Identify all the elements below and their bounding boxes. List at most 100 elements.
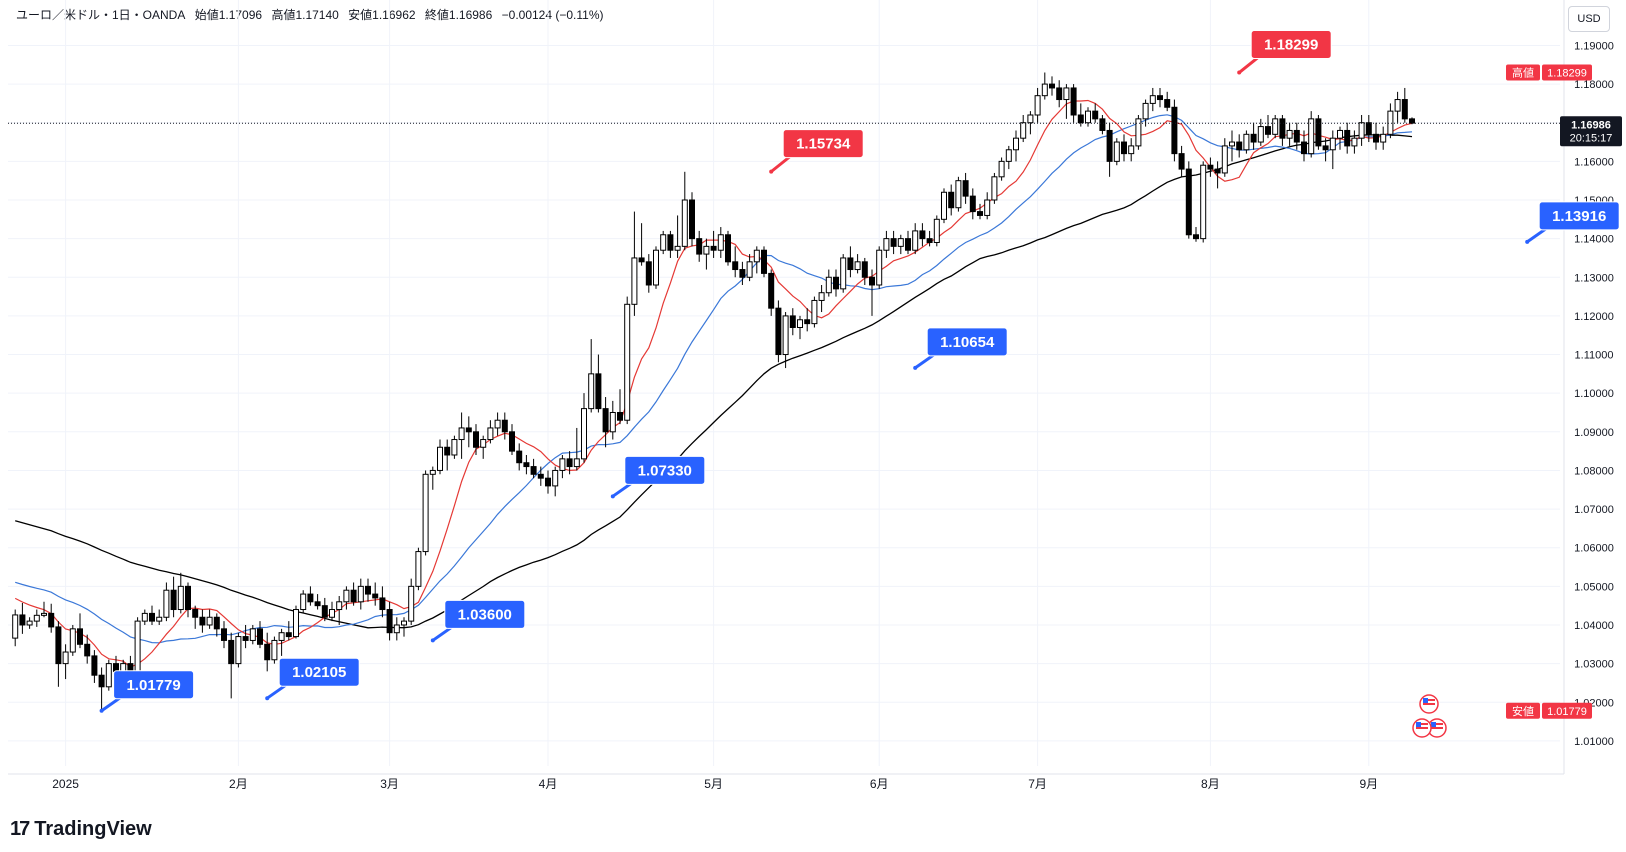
candle-body: [609, 411, 616, 433]
candle-body: [120, 663, 127, 672]
candle-body: [739, 269, 746, 278]
candle-body: [33, 614, 40, 622]
x-tick-label: 7月: [1028, 777, 1047, 791]
annotation-dot: [265, 696, 270, 701]
annotation-callout: [278, 657, 360, 687]
candle-body: [177, 585, 184, 611]
candle-body: [1171, 106, 1178, 155]
low-tag-value: 1.01779: [1547, 706, 1587, 718]
ohlc-close: 終値1.16986: [424, 8, 493, 22]
candle-body: [278, 632, 285, 641]
candle-body: [1034, 95, 1041, 116]
candle-body: [293, 609, 299, 638]
candle-body: [41, 612, 47, 616]
candle-body: [1020, 122, 1027, 139]
candle-body: [249, 628, 256, 641]
annotation-value: 1.03600: [458, 606, 512, 623]
symbol-header: ユーロ／米ドル・1日・OANDA 始値1.17096 高値1.17140 安値1…: [16, 6, 610, 23]
candle-body: [451, 439, 458, 456]
annotation-value: 1.13916: [1552, 208, 1606, 225]
y-tick-label: 1.14000: [1574, 234, 1614, 246]
candle-body: [674, 245, 681, 251]
candle-body: [775, 307, 782, 356]
candle-body: [1401, 99, 1408, 120]
candle-body: [372, 593, 379, 599]
candle-body: [566, 458, 573, 468]
y-tick-label: 1.03000: [1574, 659, 1614, 671]
candle-body: [185, 585, 191, 611]
candle-body: [465, 427, 472, 433]
us-event-flag-icon-canton: [1431, 722, 1436, 727]
annotation-callout: [444, 599, 526, 629]
y-tick-label: 1.19000: [1574, 40, 1614, 52]
candle-body: [818, 292, 825, 301]
candle-body: [1113, 141, 1120, 162]
candle-body: [156, 616, 163, 622]
candle-body: [141, 612, 148, 622]
candle-body: [357, 585, 364, 603]
annotation-callout: [1250, 30, 1332, 60]
candle-body: [12, 614, 19, 639]
y-tick-label: 1.05000: [1574, 581, 1614, 593]
candle-body: [271, 639, 278, 661]
candle-body: [530, 466, 537, 475]
candle-body: [321, 605, 328, 618]
candle-body: [753, 249, 760, 263]
candle-body: [393, 624, 400, 634]
candle-body: [415, 551, 422, 587]
candle-body: [1185, 168, 1192, 236]
candle-body: [797, 319, 803, 328]
candle-body: [1322, 145, 1329, 151]
ohlc-open: 始値1.17096: [194, 8, 263, 22]
candle-body: [199, 616, 206, 626]
candle-body: [861, 261, 868, 278]
candle-body: [789, 315, 796, 328]
ohlc-high: 高値1.17140: [271, 8, 339, 22]
candle-body: [1041, 83, 1048, 97]
candle-body: [206, 616, 213, 626]
candle-body: [149, 612, 155, 622]
candle-body: [113, 663, 119, 672]
currency-button[interactable]: USD: [1568, 6, 1610, 32]
candle-body: [444, 446, 451, 456]
candle-body: [876, 249, 883, 286]
candle-body: [1387, 110, 1394, 135]
candle-body: [408, 585, 415, 622]
us-event-flag-icon-stripe: [1416, 727, 1428, 729]
us-event-flag-icon-stripe: [1416, 723, 1428, 725]
candle-body: [516, 450, 523, 464]
tradingview-logo[interactable]: 17 TradingView: [10, 818, 152, 841]
candle-body: [48, 612, 55, 628]
candle-body: [1308, 118, 1315, 155]
candle-body: [717, 234, 724, 251]
annotation-value: 1.02105: [292, 664, 346, 681]
symbol-title[interactable]: ユーロ／米ドル・1日・OANDA: [16, 8, 186, 22]
y-tick-label: 1.13000: [1574, 272, 1614, 284]
candle-body: [523, 462, 530, 468]
candle-body: [660, 234, 667, 251]
candle-body: [869, 276, 875, 286]
y-tick-label: 1.07000: [1574, 504, 1614, 516]
us-event-flag-icon-stripe: [1423, 699, 1435, 701]
ma-slow-line: [15, 134, 1413, 629]
candle-body: [725, 234, 731, 263]
candle-body: [1272, 118, 1279, 135]
annotation-callout: [1538, 201, 1620, 231]
candle-body: [667, 234, 674, 251]
candle-body: [905, 238, 911, 251]
current-price-tag: [1560, 116, 1622, 147]
candle-body: [746, 261, 753, 278]
candle-body: [1135, 118, 1142, 147]
candle-body: [573, 458, 580, 468]
candle-body: [1365, 122, 1372, 135]
candle-body: [595, 373, 602, 410]
candle-body: [1005, 149, 1012, 162]
price-chart[interactable]: 1.190001.180001.170001.160001.150001.140…: [0, 0, 1626, 812]
candle-body: [1013, 137, 1019, 151]
ma-mid-line: [15, 114, 1413, 644]
candle-body: [653, 249, 659, 286]
x-tick-label: 3月: [380, 777, 399, 791]
candle-body: [1128, 145, 1135, 155]
candle-body: [1092, 110, 1099, 120]
annotation-value: 1.15734: [796, 136, 851, 153]
